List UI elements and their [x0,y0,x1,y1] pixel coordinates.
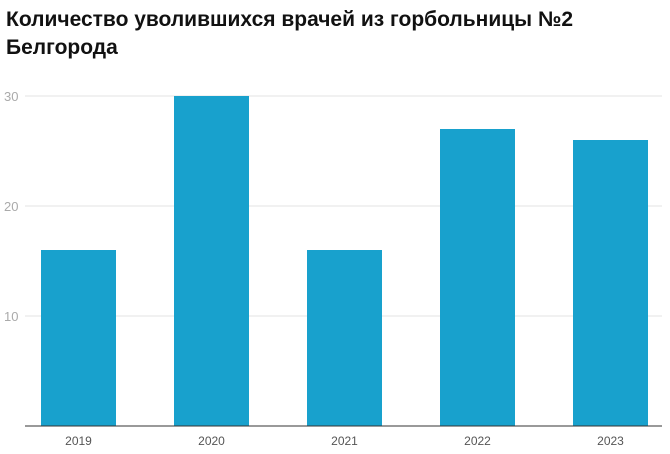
bar-2019 [41,250,116,426]
x-tick-label: 2020 [198,434,225,448]
bar-2020 [174,96,249,426]
y-tick-label: 20 [4,199,18,214]
bar-2023 [573,140,648,426]
x-tick-label: 2022 [464,434,491,448]
y-tick-label: 10 [4,309,18,324]
x-tick-label: 2021 [331,434,358,448]
chart-title: Количество уволившихся врачей из горболь… [6,8,574,59]
y-tick-label: 30 [4,89,18,104]
bar-2021 [307,250,382,426]
bar-2022 [440,129,515,426]
x-tick-label: 2019 [65,434,92,448]
x-tick-label: 2023 [597,434,624,448]
